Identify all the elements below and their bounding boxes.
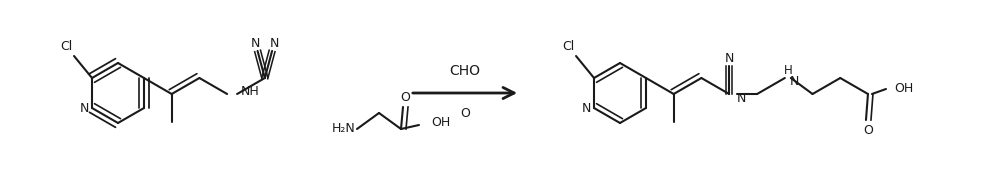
Text: N: N	[581, 101, 591, 114]
Text: H₂N: H₂N	[331, 122, 355, 135]
Text: H: H	[783, 63, 792, 77]
Text: N: N	[790, 74, 799, 87]
Text: N: N	[724, 52, 734, 65]
Text: O: O	[863, 124, 873, 137]
Text: O: O	[460, 107, 470, 120]
Text: O: O	[400, 91, 410, 104]
Text: OH: OH	[431, 116, 450, 129]
Text: N: N	[737, 91, 746, 104]
Text: NH: NH	[241, 84, 260, 97]
Text: CHO: CHO	[450, 64, 481, 78]
Text: OH: OH	[894, 82, 913, 95]
Text: N: N	[79, 101, 89, 114]
Text: Cl: Cl	[60, 40, 72, 53]
Text: Cl: Cl	[562, 40, 574, 53]
Text: N: N	[251, 37, 260, 50]
Text: N: N	[269, 37, 279, 50]
